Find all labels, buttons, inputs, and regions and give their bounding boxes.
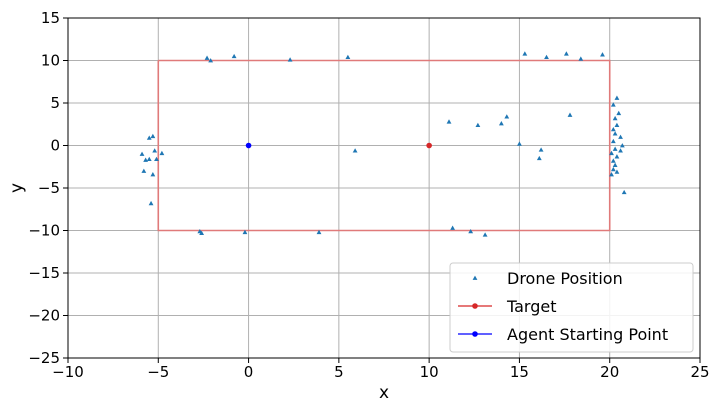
drone-position-point bbox=[612, 162, 618, 167]
y-tick-label: 15 bbox=[41, 9, 60, 27]
y-tick-label: −15 bbox=[28, 264, 60, 282]
legend-marker-2 bbox=[472, 331, 478, 337]
legend: Drone Position Target Agent Starting Point bbox=[449, 262, 694, 353]
drone-position-point bbox=[316, 229, 322, 235]
x-tick-label: 0 bbox=[244, 363, 254, 381]
drone-position-point bbox=[498, 121, 504, 126]
drone-position-point bbox=[159, 150, 165, 156]
drone-position-point bbox=[522, 51, 528, 56]
drone-position-point bbox=[600, 52, 605, 57]
drone-position-point bbox=[148, 200, 154, 206]
drone-position-point bbox=[150, 172, 156, 177]
axis-ticks: −10 −5 0 5 10 15 20 25 −25 −20 −15 −10 −5 0 5 10 15 bbox=[28, 9, 709, 381]
legend-label: Agent Starting Point bbox=[507, 325, 668, 344]
drone-position-point bbox=[152, 148, 158, 153]
drone-position-point bbox=[610, 126, 616, 132]
drone-position-point bbox=[139, 151, 145, 156]
drone-position-point bbox=[143, 157, 149, 162]
x-tick-label: 25 bbox=[690, 363, 709, 381]
drone-position-point bbox=[610, 166, 616, 172]
drone-position-point bbox=[621, 189, 627, 195]
drone-position-point bbox=[287, 57, 293, 62]
y-tick-label: 0 bbox=[50, 137, 60, 155]
legend-marker-drone-position bbox=[472, 275, 478, 280]
drone-position-point bbox=[578, 56, 584, 61]
drone-position-point bbox=[242, 229, 248, 235]
drone-position-point bbox=[517, 141, 522, 146]
drone-position-point bbox=[619, 143, 625, 148]
target-point bbox=[426, 142, 432, 149]
drone-position-point bbox=[504, 114, 510, 119]
y-tick-label: 10 bbox=[41, 52, 60, 70]
drone-position-point bbox=[199, 230, 205, 235]
drone-position-point bbox=[538, 147, 544, 152]
boundary-line bbox=[157, 59, 611, 232]
drone-position-point bbox=[204, 55, 210, 60]
drone-position-point bbox=[609, 150, 614, 156]
drone-position-point bbox=[614, 154, 620, 159]
legend-label: Drone Position bbox=[507, 269, 623, 288]
drone-position-point bbox=[536, 155, 542, 161]
drone-position-point bbox=[614, 122, 620, 128]
x-axis-label: x bbox=[379, 383, 389, 403]
legend-box bbox=[449, 262, 694, 353]
drone-position-point bbox=[482, 232, 488, 237]
x-tick-label: −10 bbox=[52, 363, 84, 381]
drone-position-point bbox=[610, 138, 616, 144]
drone-position-point bbox=[612, 146, 618, 151]
data-points bbox=[139, 51, 627, 237]
drone-position-point bbox=[231, 53, 237, 59]
drone-position-point bbox=[154, 156, 159, 162]
y-tick-label: −10 bbox=[28, 222, 60, 240]
drone-position-point bbox=[563, 51, 569, 56]
y-tick-label: −20 bbox=[28, 307, 60, 325]
y-tick-label: −25 bbox=[28, 349, 60, 367]
drone-position-point bbox=[352, 148, 358, 153]
x-tick-label: 15 bbox=[510, 363, 529, 381]
y-tick-label: −5 bbox=[38, 179, 60, 197]
drone-position-point bbox=[475, 122, 481, 128]
drone-position-point bbox=[610, 158, 616, 163]
drone-position-point bbox=[450, 225, 456, 230]
drone-position-point bbox=[345, 54, 351, 60]
drone-position-point bbox=[446, 119, 452, 124]
drone-position-point bbox=[614, 95, 620, 100]
drone-position-point bbox=[614, 169, 620, 174]
drone-position-point bbox=[612, 131, 618, 136]
x-tick-label: −5 bbox=[147, 363, 169, 381]
drone-position-point bbox=[208, 58, 214, 63]
drone-position-point bbox=[544, 54, 549, 60]
legend-label: Target bbox=[506, 297, 557, 316]
drone-position-point bbox=[150, 133, 156, 139]
drone-position-point bbox=[146, 135, 152, 140]
x-tick-label: 20 bbox=[600, 363, 619, 381]
x-tick-label: 10 bbox=[420, 363, 439, 381]
drone-position-point bbox=[567, 112, 573, 117]
boundary-rectangle bbox=[157, 59, 611, 232]
drone-position-point bbox=[616, 110, 622, 116]
drone-position-point bbox=[146, 156, 152, 162]
legend-marker-1 bbox=[472, 303, 478, 309]
agent-starting-point bbox=[245, 142, 252, 149]
drone-position-point bbox=[618, 148, 623, 153]
drone-position-point bbox=[468, 228, 474, 234]
drone-position-point bbox=[609, 172, 614, 177]
y-tick-label: 5 bbox=[50, 94, 60, 112]
x-tick-label: 5 bbox=[334, 363, 344, 381]
drone-position-point bbox=[612, 115, 618, 121]
drone-position-point bbox=[141, 168, 147, 173]
drone-position-point bbox=[610, 102, 616, 107]
y-axis-label: y bbox=[7, 183, 27, 193]
drone-position-point bbox=[618, 134, 623, 139]
